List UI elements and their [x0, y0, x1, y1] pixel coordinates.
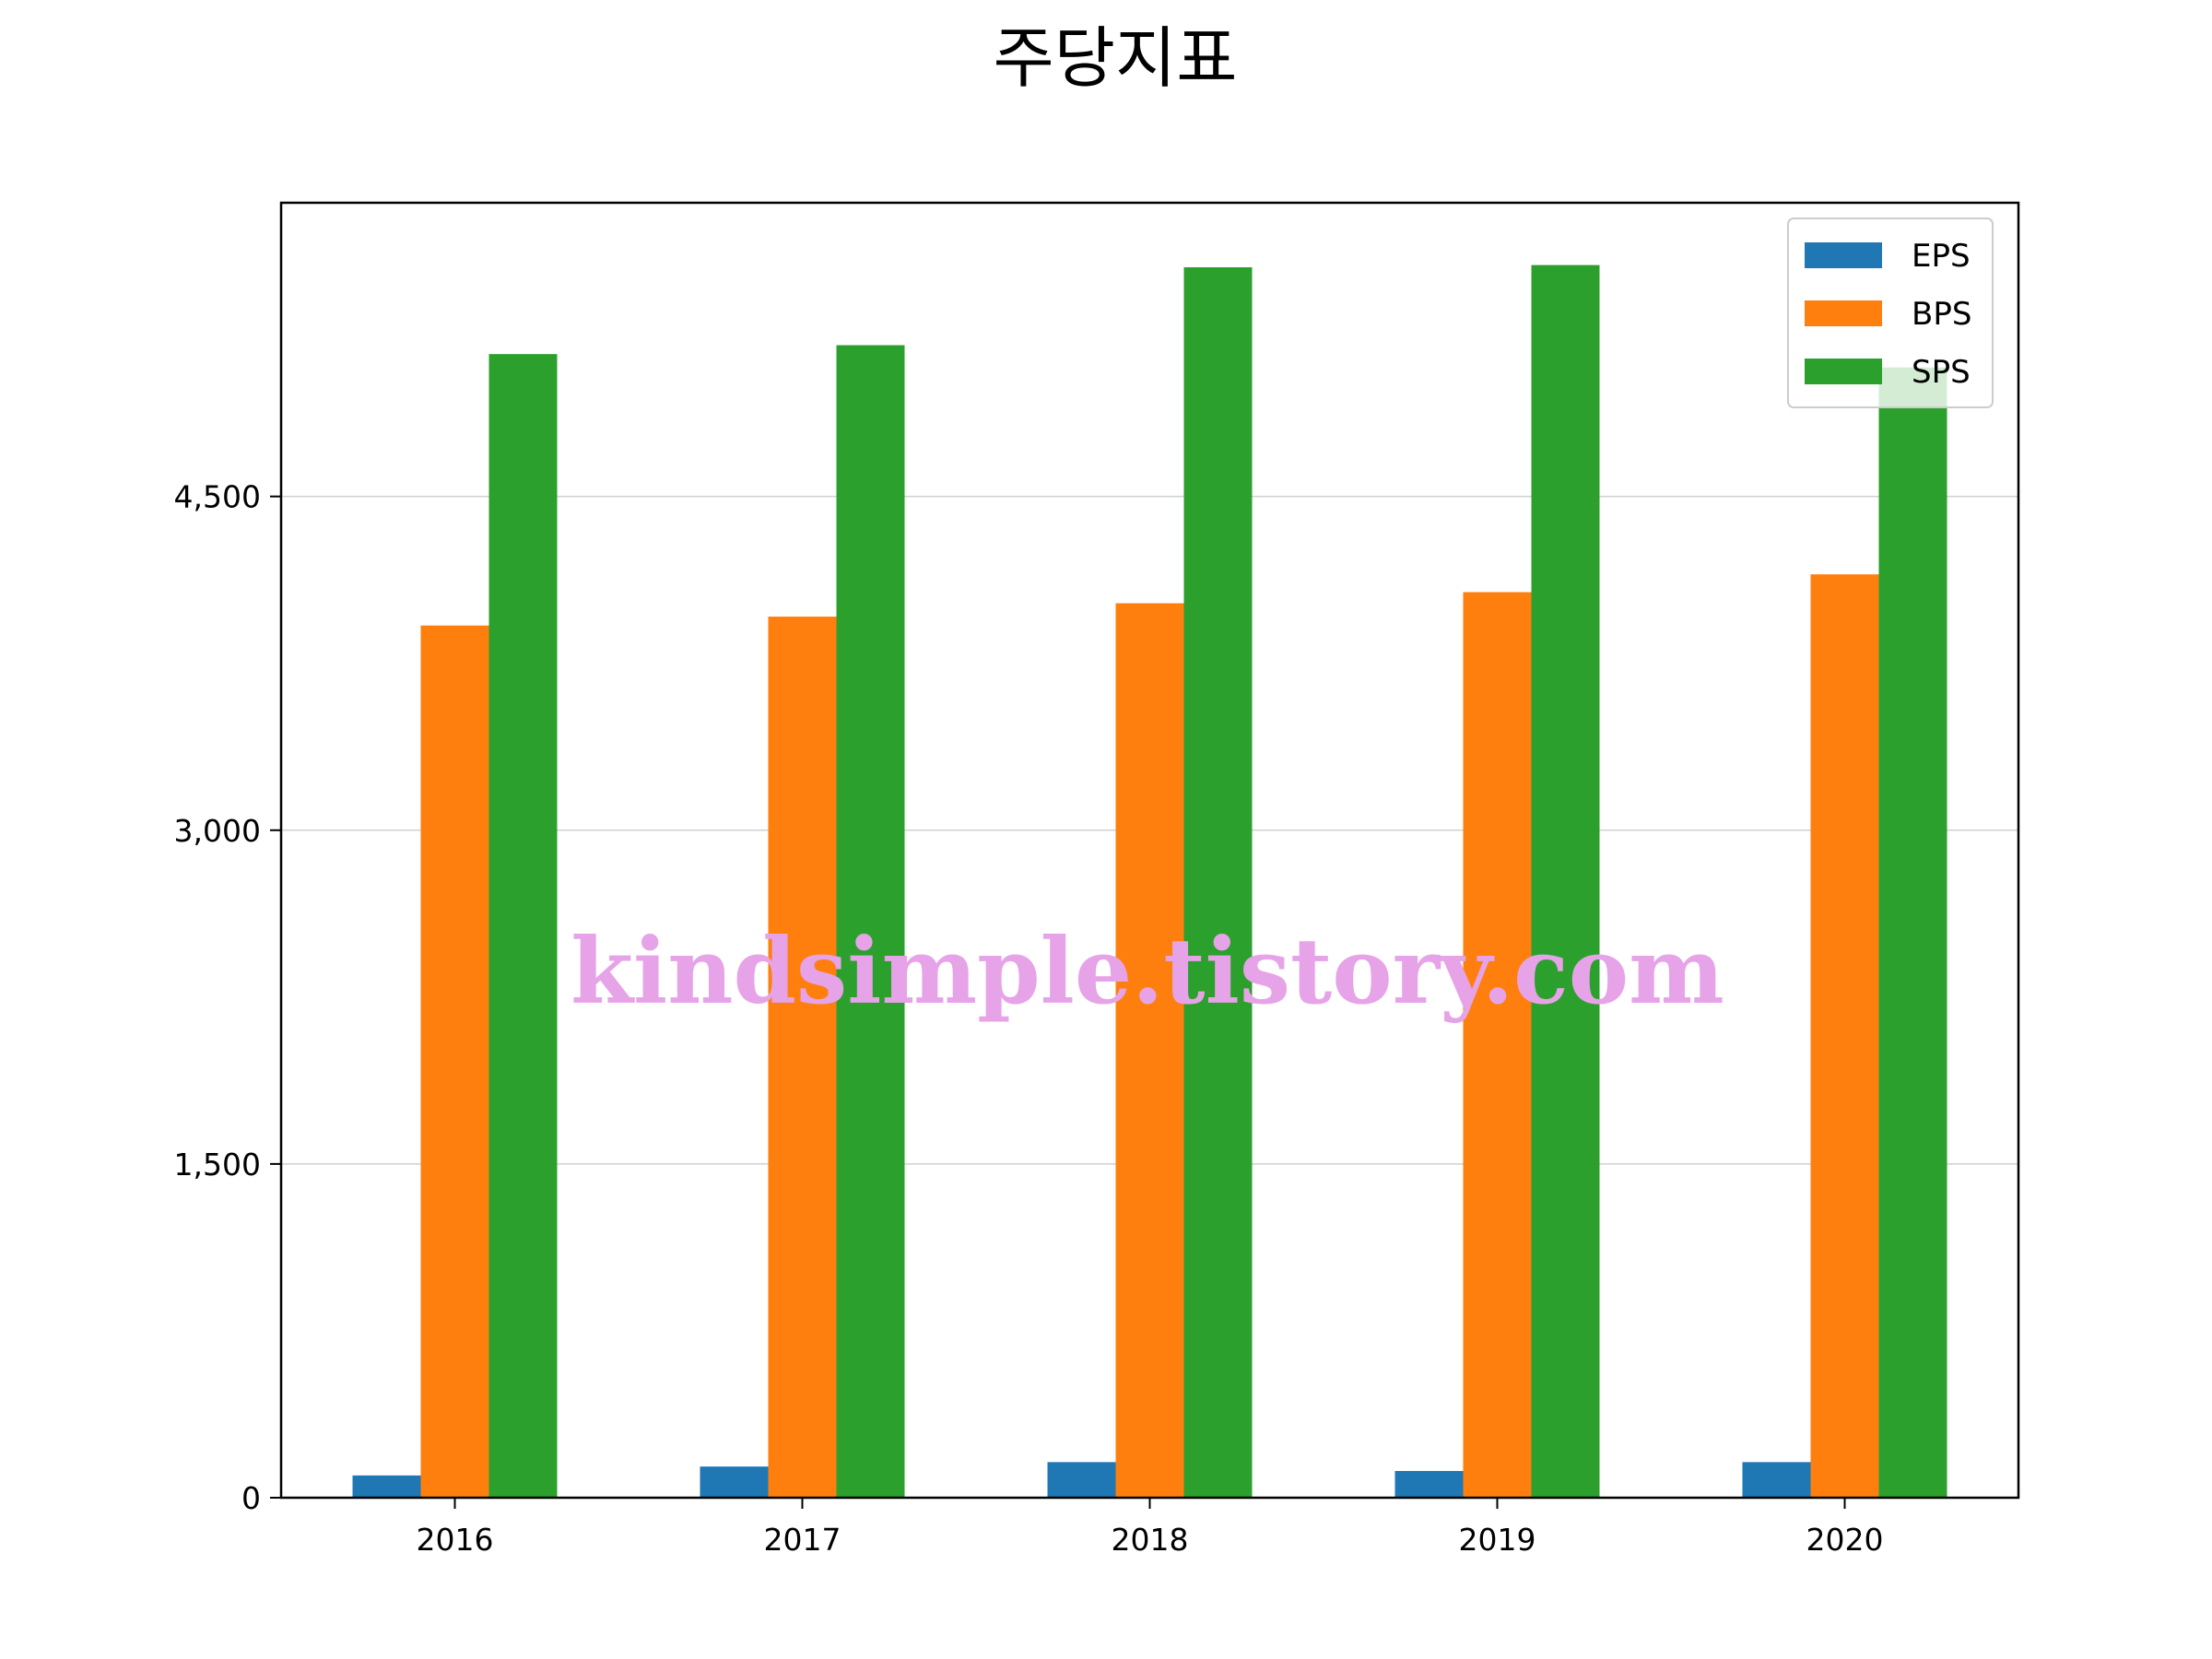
- bar-eps-2018: [1047, 1462, 1116, 1498]
- x-tick-label: 2020: [1806, 1522, 1884, 1558]
- y-tick-label: 3,000: [174, 813, 261, 849]
- y-tick-label: 4,500: [174, 479, 261, 515]
- bar-bps-2017: [768, 617, 837, 1498]
- bar-sps-2018: [1183, 267, 1253, 1499]
- legend-swatch-bps: [1805, 300, 1882, 326]
- x-tick-label: 2016: [417, 1522, 494, 1558]
- legend-label-eps: EPS: [1912, 238, 1971, 275]
- bar-sps-2017: [836, 345, 905, 1498]
- bar-bps-2019: [1463, 592, 1532, 1498]
- bar-bps-2016: [420, 625, 489, 1498]
- bar-eps-2019: [1394, 1471, 1464, 1498]
- legend-label-sps: SPS: [1912, 354, 1971, 391]
- bar-eps-2020: [1742, 1462, 1811, 1498]
- bar-bps-2018: [1115, 603, 1184, 1498]
- x-tick-label: 2018: [1112, 1522, 1189, 1558]
- legend-swatch-sps: [1805, 359, 1882, 384]
- y-tick-label: 0: [241, 1480, 261, 1516]
- legend-label-bps: BPS: [1912, 296, 1971, 333]
- y-axis: 0 1,500 3,000 4,500: [174, 479, 281, 1516]
- x-axis: 2016 2017 2018 2019 2020: [417, 1498, 1884, 1558]
- y-tick-label: 1,500: [174, 1147, 261, 1182]
- chart-title: 주당지표: [994, 19, 1238, 97]
- watermark-text: kindsimple.tistory.com: [571, 919, 1724, 1025]
- x-tick-label: 2019: [1459, 1522, 1536, 1558]
- bars: [352, 265, 1947, 1499]
- legend-swatch-eps: [1805, 242, 1882, 268]
- legend: EPS BPS SPS: [1787, 218, 1994, 408]
- bar-eps-2017: [700, 1466, 769, 1498]
- x-tick-label: 2017: [764, 1522, 841, 1558]
- bar-sps-2020: [1878, 367, 1947, 1499]
- bar-bps-2020: [1810, 574, 1879, 1498]
- bar-sps-2019: [1531, 265, 1600, 1499]
- bar-eps-2016: [352, 1475, 421, 1498]
- bar-sps-2016: [488, 354, 558, 1498]
